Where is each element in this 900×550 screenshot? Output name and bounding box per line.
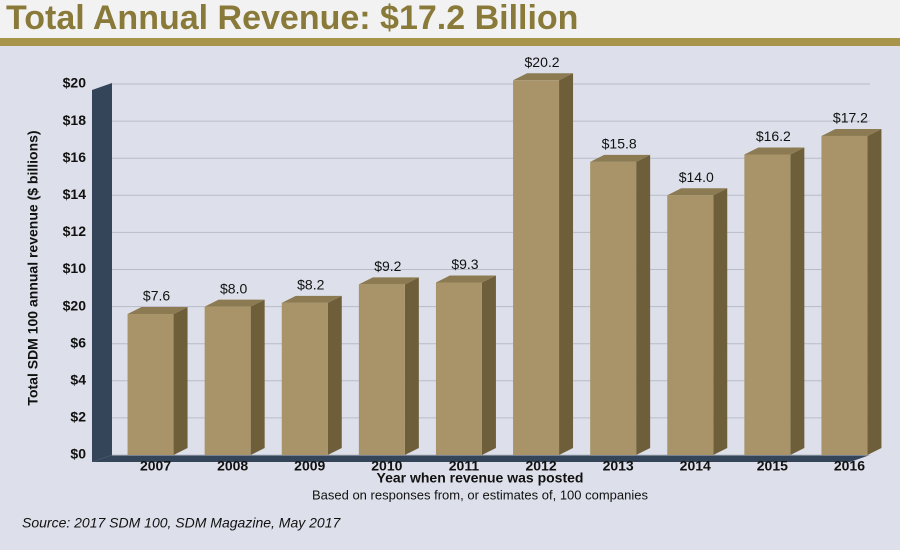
- y-axis-label: Total SDM 100 annual revenue ($ billions…: [25, 130, 41, 405]
- y-tick-label: $6: [70, 334, 86, 350]
- bar: [821, 135, 868, 455]
- x-tick-label: 2015: [757, 458, 788, 474]
- title-rule: [0, 38, 900, 46]
- bar: [281, 302, 328, 455]
- bar-top: [204, 299, 265, 307]
- x-tick-label: 2014: [680, 458, 711, 474]
- value-label: $17.2: [833, 110, 868, 126]
- value-label: $16.2: [756, 128, 791, 144]
- bar-side: [173, 307, 188, 455]
- y-tick-label: $18: [63, 112, 87, 128]
- y-tick-label: $4: [70, 372, 86, 388]
- source: Source: 2017 SDM 100, SDM Magazine, May …: [22, 515, 341, 531]
- bar: [513, 80, 560, 455]
- value-label: $15.8: [602, 136, 637, 152]
- title-band: [0, 0, 900, 38]
- bar-side: [481, 275, 496, 455]
- bar-top: [127, 307, 188, 315]
- bar-side: [250, 299, 265, 455]
- y-tick-label: $12: [63, 223, 87, 239]
- x-tick-label: 2008: [217, 458, 248, 474]
- bar-top: [667, 188, 728, 196]
- bar: [435, 282, 482, 455]
- bar-side: [713, 188, 728, 456]
- y-tick-label: $16: [63, 149, 87, 165]
- bar: [667, 195, 714, 456]
- bar-side: [636, 154, 651, 455]
- bar: [590, 161, 637, 455]
- left-wall: [92, 83, 112, 462]
- x-tick-label: 2013: [603, 458, 634, 474]
- value-label: $20.2: [525, 54, 560, 70]
- floor: [92, 455, 870, 462]
- bar-side: [327, 295, 342, 455]
- x-tick-label: 2012: [525, 458, 556, 474]
- x-tick-label: 2011: [449, 458, 480, 474]
- x-tick-label: 2007: [140, 458, 171, 474]
- bar-top: [435, 275, 496, 283]
- y-tick-label: $20: [63, 75, 87, 91]
- value-label: $8.2: [297, 277, 324, 293]
- value-label: $14.0: [679, 169, 714, 185]
- bar: [204, 306, 251, 455]
- bar: [358, 284, 405, 455]
- x-tick-label: 2009: [294, 458, 325, 474]
- bar-top: [281, 295, 342, 303]
- bar-side: [404, 277, 419, 455]
- bar-top: [590, 154, 651, 162]
- subtitle: Based on responses from, or estimates of…: [312, 487, 649, 502]
- y-tick-label: $20: [63, 297, 87, 313]
- x-tick-label: 2010: [371, 458, 402, 474]
- bar-top: [744, 147, 805, 155]
- y-tick-label: $0: [70, 446, 86, 462]
- bar-side: [867, 128, 882, 455]
- bar-top: [513, 73, 574, 81]
- bar-top: [358, 277, 419, 285]
- x-axis-label: Year when revenue was posted: [377, 470, 584, 486]
- chart-title: Total Annual Revenue: $17.2 Billion: [6, 0, 578, 37]
- bar: [127, 314, 174, 455]
- x-tick-label: 2016: [834, 458, 865, 474]
- bar: [744, 154, 791, 456]
- value-label: $9.2: [374, 258, 401, 274]
- bar-top: [821, 128, 882, 136]
- bar-side: [790, 147, 805, 456]
- bar-side: [559, 73, 574, 455]
- value-label: $9.3: [451, 256, 478, 272]
- y-tick-label: $2: [70, 409, 86, 425]
- value-label: $7.6: [143, 288, 170, 304]
- y-tick-label: $14: [63, 186, 87, 202]
- y-tick-label: $10: [63, 260, 87, 276]
- value-label: $8.0: [220, 280, 247, 296]
